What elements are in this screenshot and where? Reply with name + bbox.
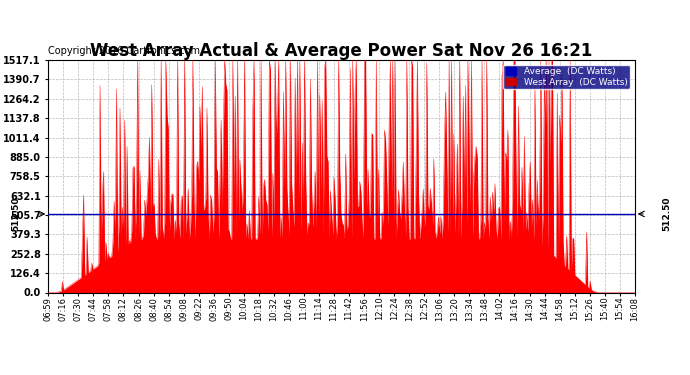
Text: Copyright 2016 Cartronics.com: Copyright 2016 Cartronics.com [48,46,200,56]
Title: West Array Actual & Average Power Sat Nov 26 16:21: West Array Actual & Average Power Sat No… [90,42,593,60]
Text: 512.50: 512.50 [662,197,671,231]
Text: 512.50: 512.50 [12,197,21,231]
Legend: Average  (DC Watts), West Array  (DC Watts): Average (DC Watts), West Array (DC Watts… [503,64,630,89]
